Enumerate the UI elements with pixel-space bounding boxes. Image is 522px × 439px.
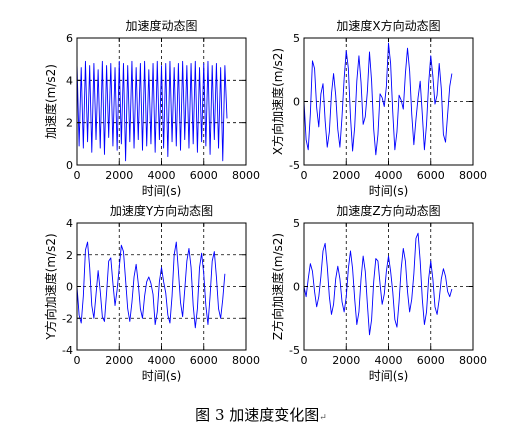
- y-tick-label: 2: [66, 117, 73, 130]
- chart-title: 加速度Z方向动态图: [336, 203, 440, 218]
- y-tick-label: 6: [66, 32, 73, 45]
- x-axis-label: 时间(s): [369, 369, 409, 383]
- x-tick-label: 6000: [190, 169, 218, 182]
- y-tick-label: 2: [66, 249, 73, 262]
- x-axis-label: 时间(s): [142, 184, 182, 198]
- x-axis-label: 时间(s): [142, 369, 182, 383]
- x-tick-label: 0: [301, 354, 308, 367]
- x-tick-label: 8000: [232, 354, 260, 367]
- x-tick-label: 6000: [417, 354, 445, 367]
- chart-2: 0 2000 4000 6000 8000-505加速度X方向动态图时间(s)X方向加速…: [270, 18, 487, 198]
- figure-caption-text: 图 3 加速度变化图: [195, 406, 320, 424]
- x-tick-label: 6000: [190, 354, 218, 367]
- chart-title: 加速度动态图: [125, 18, 197, 33]
- x-tick-label: 2000: [332, 354, 360, 367]
- series-line: [76, 241, 226, 329]
- y-axis-label: 加速度(m/s2): [43, 64, 58, 139]
- x-tick-label: 4000: [375, 169, 403, 182]
- paragraph-mark-icon: ↵: [319, 413, 327, 423]
- x-tick-label: 4000: [375, 354, 403, 367]
- chart-title: 加速度X方向动态图: [336, 18, 440, 33]
- y-tick-label: 4: [66, 217, 73, 230]
- y-tick-label: 5: [293, 32, 300, 45]
- y-tick-label: 4: [66, 74, 73, 87]
- y-axis-label: X方向加速度(m/s2): [270, 48, 285, 155]
- series-line: [303, 42, 453, 156]
- y-tick-label: 5: [293, 217, 300, 230]
- x-tick-label: 2000: [332, 169, 360, 182]
- chart-title: 加速度Y方向动态图: [110, 203, 213, 218]
- x-tick-label: 0: [74, 354, 81, 367]
- x-tick-label: 8000: [232, 169, 260, 182]
- x-tick-label: 8000: [459, 354, 487, 367]
- y-tick-label: -2: [62, 312, 73, 325]
- y-tick-label: 0: [66, 281, 73, 294]
- y-axis-label: Y方向加速度(m/s2): [43, 233, 58, 340]
- y-tick-label: -5: [289, 344, 300, 357]
- x-tick-label: 2000: [105, 169, 133, 182]
- x-tick-label: 6000: [417, 169, 445, 182]
- chart-4: 0 2000 4000 6000 8000-505加速度Z方向动态图时间(s)Z方向加速…: [270, 203, 487, 383]
- figure-canvas: 0 2000 4000 6000 80000246加速度动态图时间(s)加速度(m/s2…: [43, 18, 487, 383]
- series-line: [76, 60, 228, 162]
- x-tick-label: 0: [74, 169, 81, 182]
- y-tick-label: -4: [62, 344, 73, 357]
- x-tick-label: 2000: [105, 354, 133, 367]
- x-tick-label: 4000: [148, 169, 176, 182]
- x-tick-label: 4000: [148, 354, 176, 367]
- y-tick-label: 0: [66, 159, 73, 172]
- x-tick-label: 8000: [459, 169, 487, 182]
- x-axis-label: 时间(s): [369, 184, 409, 198]
- y-tick-label: 0: [293, 96, 300, 109]
- figure-caption: 图 3 加速度变化图↵: [0, 404, 522, 425]
- y-tick-label: -5: [289, 159, 300, 172]
- y-tick-label: 0: [293, 281, 300, 294]
- x-tick-label: 0: [301, 169, 308, 182]
- y-axis-label: Z方向加速度(m/s2): [270, 233, 285, 340]
- series-line: [303, 232, 453, 336]
